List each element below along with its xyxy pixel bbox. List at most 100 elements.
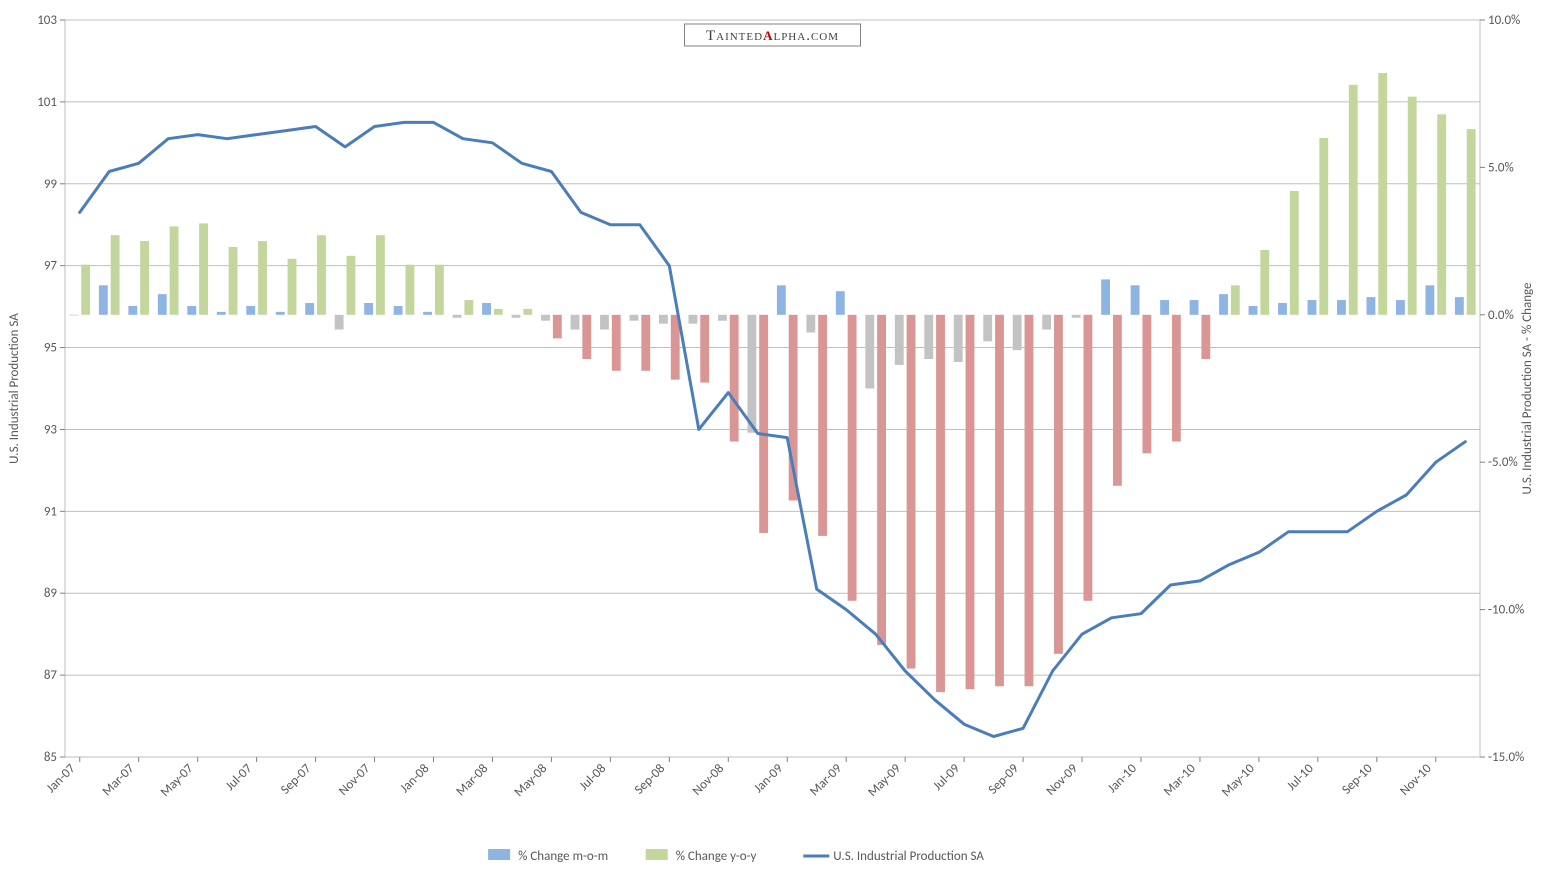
bar xyxy=(1013,315,1022,350)
bar xyxy=(582,315,591,359)
bar xyxy=(1437,114,1446,314)
bar xyxy=(747,315,756,433)
y-left-axis-title: U.S. Industrial Production SA xyxy=(7,313,22,464)
y-right-tick-label: 0.0% xyxy=(1488,308,1514,323)
bar xyxy=(777,285,786,314)
bar xyxy=(81,265,90,315)
y-right-tick-label: 10.0% xyxy=(1488,13,1520,28)
chart-svg: 85 87 89 91 93 95 97 99 101 103 -15.0% -10.0% -5.0% 0… xyxy=(0,0,1545,882)
bar xyxy=(1231,285,1240,314)
y-left-tick-label: 91 xyxy=(44,504,57,519)
bar xyxy=(806,315,815,333)
y-left-tick-label: 99 xyxy=(44,177,58,192)
bar xyxy=(759,315,768,533)
y-right-tick-label: -15.0% xyxy=(1488,750,1524,765)
bar xyxy=(1142,315,1151,454)
bar xyxy=(405,265,414,315)
bar xyxy=(612,315,621,371)
bar xyxy=(1278,303,1287,315)
y-left-tick-label: 85 xyxy=(44,750,57,765)
y-right-tick-label: -10.0% xyxy=(1488,603,1524,618)
bar xyxy=(1349,85,1358,315)
bar xyxy=(1308,300,1317,315)
bar xyxy=(435,265,444,315)
y-left-tick-label: 93 xyxy=(44,422,58,437)
bar xyxy=(1172,315,1181,442)
bar xyxy=(553,315,562,339)
bar xyxy=(199,223,208,314)
bar xyxy=(523,309,532,315)
bar xyxy=(246,306,255,315)
bar xyxy=(1219,294,1228,315)
bar xyxy=(453,315,462,318)
bar xyxy=(1378,73,1387,315)
bar xyxy=(1160,300,1169,315)
bar xyxy=(983,315,992,342)
bar xyxy=(630,315,639,321)
bar xyxy=(688,315,697,324)
bar xyxy=(99,285,108,314)
bar xyxy=(895,315,904,365)
bar xyxy=(364,303,373,315)
bar xyxy=(512,315,521,318)
bar xyxy=(335,315,344,330)
y-left-tick-label: 95 xyxy=(44,341,57,356)
bar xyxy=(276,312,285,315)
legend-swatch xyxy=(488,849,510,860)
y-right-tick-label: 5.0% xyxy=(1488,160,1514,175)
bar xyxy=(671,315,680,380)
bar xyxy=(305,303,314,315)
legend-swatch xyxy=(646,849,668,860)
bar xyxy=(1367,297,1376,315)
bar xyxy=(1084,315,1093,601)
bar xyxy=(128,306,137,315)
bar xyxy=(907,315,916,669)
bar xyxy=(140,241,149,315)
bar xyxy=(865,315,874,389)
bar xyxy=(541,315,550,321)
bar xyxy=(641,315,650,371)
y-left-tick-label: 89 xyxy=(44,586,58,601)
bar xyxy=(730,315,739,442)
bar xyxy=(571,315,580,330)
bar xyxy=(494,309,503,315)
bar xyxy=(600,315,609,330)
y-left-tick-label: 103 xyxy=(37,13,57,28)
y-left-tick-label: 87 xyxy=(44,668,58,683)
bar xyxy=(1101,279,1110,314)
bar xyxy=(818,315,827,536)
bar xyxy=(1042,315,1051,330)
bar xyxy=(1337,300,1346,315)
bar xyxy=(1190,300,1199,315)
y-left-tick-label: 97 xyxy=(44,259,58,274)
legend-label: U.S. Industrial Production SA xyxy=(833,849,984,864)
y-left-tick-label: 101 xyxy=(37,95,57,110)
bar xyxy=(170,226,179,314)
bar xyxy=(718,315,727,321)
bar xyxy=(1201,315,1210,359)
bar xyxy=(1455,297,1464,315)
bar xyxy=(1408,97,1417,315)
bar xyxy=(936,315,945,692)
bar xyxy=(376,235,385,315)
bar xyxy=(217,312,226,315)
legend-label: % Change m-o-m xyxy=(518,849,608,864)
chart-container: 85 87 89 91 93 95 97 99 101 103 -15.0% -10.0% -5.0% 0… xyxy=(0,0,1545,882)
y-right-axis-title: U.S. Industrial Production SA - % Change xyxy=(1520,282,1535,494)
bar xyxy=(1025,315,1034,686)
bar xyxy=(69,315,78,316)
bar xyxy=(482,303,491,315)
bar xyxy=(1290,191,1299,315)
bar xyxy=(187,306,196,315)
legend-label: % Change y-o-y xyxy=(676,849,757,864)
bar xyxy=(848,315,857,601)
bar xyxy=(1425,285,1434,314)
bar xyxy=(966,315,975,689)
bar xyxy=(1396,300,1405,315)
bar xyxy=(464,300,473,315)
bar xyxy=(258,241,267,315)
bar xyxy=(659,315,668,324)
y-right-tick-label: -5.0% xyxy=(1488,455,1518,470)
bar xyxy=(394,306,403,315)
bar xyxy=(1260,250,1269,315)
